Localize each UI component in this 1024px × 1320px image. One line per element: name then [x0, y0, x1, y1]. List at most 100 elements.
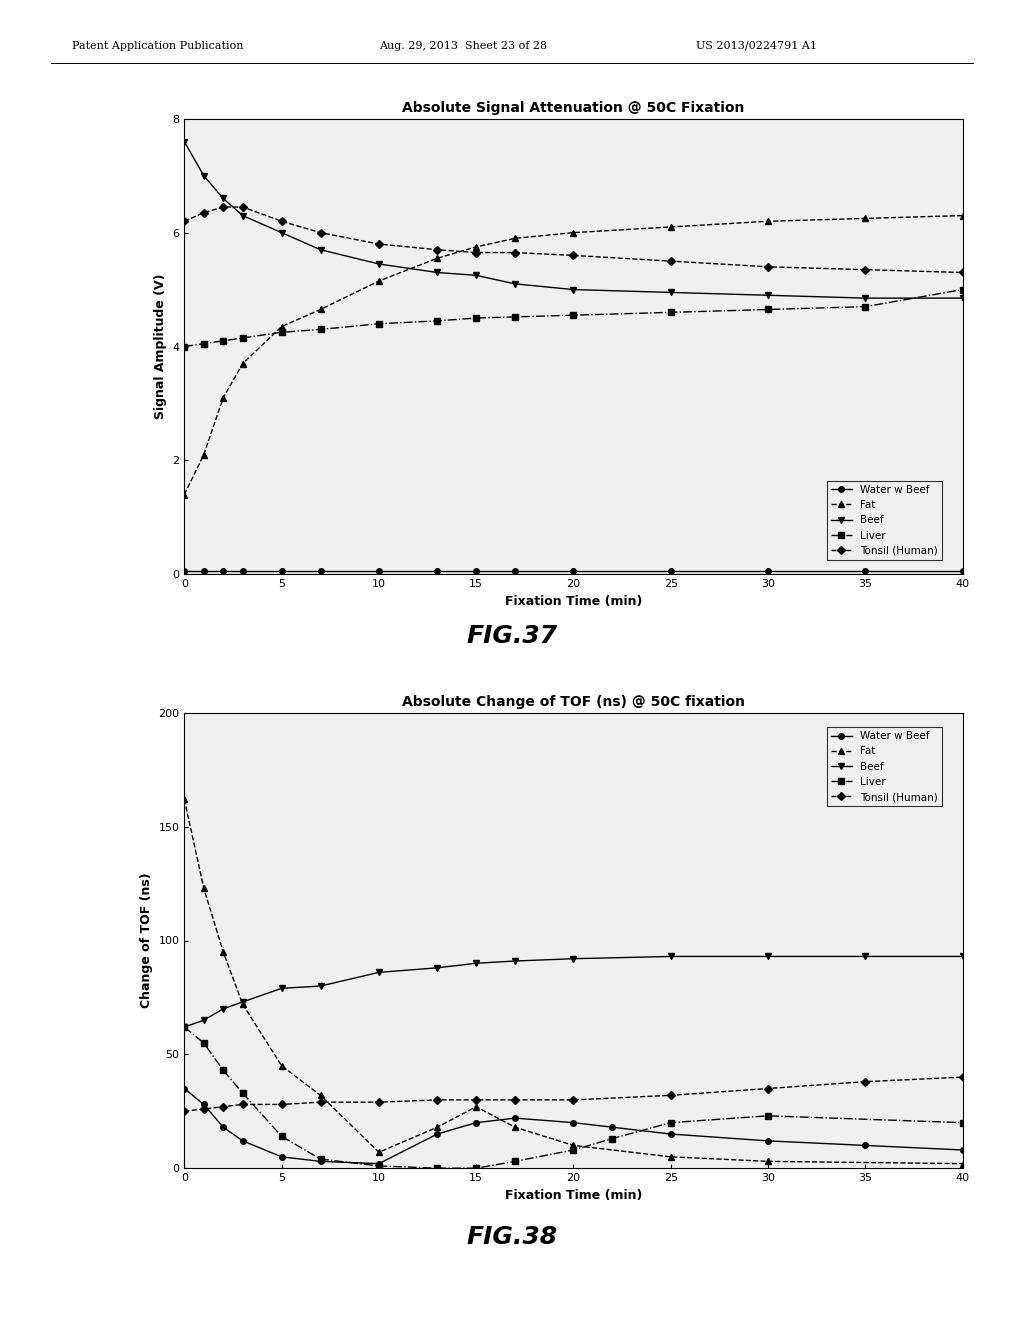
Liver [859, 298, 871, 314]
Fat [178, 792, 190, 808]
Liver [431, 1160, 443, 1176]
Tonsil (Human) [431, 1092, 443, 1107]
Tonsil (Human) [431, 242, 443, 257]
Beef [373, 965, 385, 981]
Fat [217, 389, 229, 405]
Tonsil (Human) [237, 1097, 249, 1113]
Liver [762, 301, 774, 317]
Water w Beef [217, 1119, 229, 1135]
Water w Beef [178, 564, 190, 579]
Liver [275, 1129, 288, 1144]
Fat [567, 1138, 580, 1154]
Fat [859, 210, 871, 226]
Water w Beef [431, 564, 443, 579]
Beef [567, 281, 580, 297]
Water w Beef [217, 564, 229, 579]
Liver [275, 325, 288, 341]
Tonsil (Human) [665, 1088, 677, 1104]
Beef [762, 949, 774, 965]
Text: Aug. 29, 2013  Sheet 23 of 28: Aug. 29, 2013 Sheet 23 of 28 [379, 41, 547, 51]
Tonsil (Human) [859, 261, 871, 277]
Beef [762, 288, 774, 304]
Liver [217, 333, 229, 348]
Tonsil (Human) [217, 1098, 229, 1114]
Text: FIG.38: FIG.38 [467, 1225, 557, 1249]
Beef [859, 290, 871, 306]
Water w Beef [373, 564, 385, 579]
Water w Beef [178, 1081, 190, 1097]
Water w Beef [956, 564, 969, 579]
Tonsil (Human) [509, 1092, 521, 1107]
Text: Patent Application Publication: Patent Application Publication [72, 41, 243, 51]
Tonsil (Human) [217, 199, 229, 215]
Title: Absolute Change of TOF (ns) @ 50C fixation: Absolute Change of TOF (ns) @ 50C fixati… [402, 694, 744, 709]
Beef [314, 978, 327, 994]
Water w Beef [606, 1119, 618, 1135]
Water w Beef [470, 1114, 482, 1130]
Text: FIG.37: FIG.37 [467, 624, 557, 648]
Fat [762, 1154, 774, 1170]
Beef [217, 1001, 229, 1016]
Beef [956, 290, 969, 306]
Beef [567, 950, 580, 966]
Fat [178, 487, 190, 503]
Fat [509, 1119, 521, 1135]
Fat [431, 1119, 443, 1135]
Beef [237, 207, 249, 223]
Fat [567, 224, 580, 240]
Legend: Water w Beef, Fat, Beef, Liver, Tonsil (Human): Water w Beef, Fat, Beef, Liver, Tonsil (… [826, 727, 942, 807]
Liver [470, 1160, 482, 1176]
Water w Beef [665, 564, 677, 579]
Tonsil (Human) [275, 214, 288, 230]
Water w Beef [373, 1156, 385, 1172]
Fat [237, 997, 249, 1012]
Water w Beef [509, 564, 521, 579]
Line: Beef: Beef [181, 139, 966, 301]
Line: Water w Beef: Water w Beef [181, 1086, 966, 1167]
Liver [373, 1158, 385, 1173]
Water w Beef [237, 564, 249, 579]
Liver [431, 313, 443, 329]
Water w Beef [275, 564, 288, 579]
Liver [567, 308, 580, 323]
Water w Beef [509, 1110, 521, 1126]
Line: Tonsil (Human): Tonsil (Human) [181, 205, 966, 276]
Liver [956, 281, 969, 297]
Beef [373, 256, 385, 272]
Beef [198, 1012, 210, 1028]
Beef [178, 133, 190, 149]
Beef [217, 190, 229, 206]
Liver [198, 335, 210, 351]
Water w Beef [237, 1133, 249, 1148]
Fat [198, 446, 210, 462]
Fat [509, 231, 521, 247]
Water w Beef [567, 564, 580, 579]
Tonsil (Human) [178, 214, 190, 230]
Tonsil (Human) [237, 199, 249, 215]
Beef [237, 994, 249, 1010]
Tonsil (Human) [567, 248, 580, 264]
Beef [509, 276, 521, 292]
Liver [178, 1019, 190, 1035]
Liver [956, 1114, 969, 1130]
Fat [665, 219, 677, 235]
Liver [509, 1154, 521, 1170]
Tonsil (Human) [762, 259, 774, 275]
Water w Beef [859, 564, 871, 579]
X-axis label: Fixation Time (min): Fixation Time (min) [505, 1188, 642, 1201]
Fat [275, 318, 288, 334]
Beef [509, 953, 521, 969]
Liver [567, 1142, 580, 1158]
Fat [470, 239, 482, 255]
X-axis label: Fixation Time (min): Fixation Time (min) [505, 594, 642, 607]
Fat [956, 207, 969, 223]
Liver [509, 309, 521, 325]
Y-axis label: Change of TOF (ns): Change of TOF (ns) [140, 873, 153, 1008]
Beef [275, 224, 288, 240]
Tonsil (Human) [198, 205, 210, 220]
Fat [373, 1144, 385, 1160]
Tonsil (Human) [470, 1092, 482, 1107]
Line: Tonsil (Human): Tonsil (Human) [181, 1074, 966, 1114]
Water w Beef [275, 1148, 288, 1164]
Liver [314, 322, 327, 338]
